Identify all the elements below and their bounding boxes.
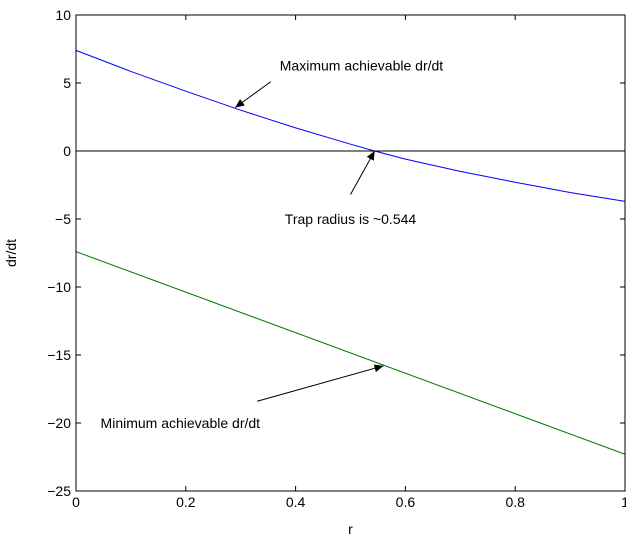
y-tick-label: −20 (47, 415, 71, 431)
y-tick-label: −10 (47, 279, 71, 295)
series-max-line (75, 49, 626, 202)
x-axis-label: r (348, 521, 353, 537)
annotation-max-arrow (234, 81, 272, 108)
y-tick-label: 0 (63, 143, 71, 159)
y-tick-label: −5 (55, 211, 71, 227)
y-tick-label: −15 (47, 347, 71, 363)
series-layer (75, 49, 626, 455)
annotation-min-arrow (257, 364, 384, 402)
annotation-trap-arrow (350, 150, 376, 195)
plot-frame (75, 14, 626, 492)
series-min-line (75, 251, 626, 455)
x-tick-label: 1 (621, 494, 626, 510)
annotations-layer: Maximum achievable dr/dt Trap radius is ~… (101, 57, 444, 431)
x-tick-label: 0.2 (176, 494, 196, 510)
x-tick-label: 0.6 (396, 494, 416, 510)
y-tick-label: 10 (55, 7, 71, 23)
x-tick-label: 0 (72, 494, 80, 510)
annotation-max-text: Maximum achievable dr/dt (280, 57, 444, 73)
y-tick-label: −25 (47, 483, 71, 499)
x-tick-label: 0.8 (505, 494, 525, 510)
annotation-trap-text: Trap radius is ~0.544 (285, 211, 417, 227)
x-tick-label: 0.4 (286, 494, 306, 510)
y-axis-label: dr/dt (3, 239, 19, 267)
axis-ticks: 0 0.2 0.4 0.6 0.8 1 −25 −20 −15 −10 −5 0 5 10 (47, 7, 626, 510)
annotation-min-text: Minimum achievable dr/dt (101, 415, 261, 431)
y-tick-label: 5 (63, 75, 71, 91)
